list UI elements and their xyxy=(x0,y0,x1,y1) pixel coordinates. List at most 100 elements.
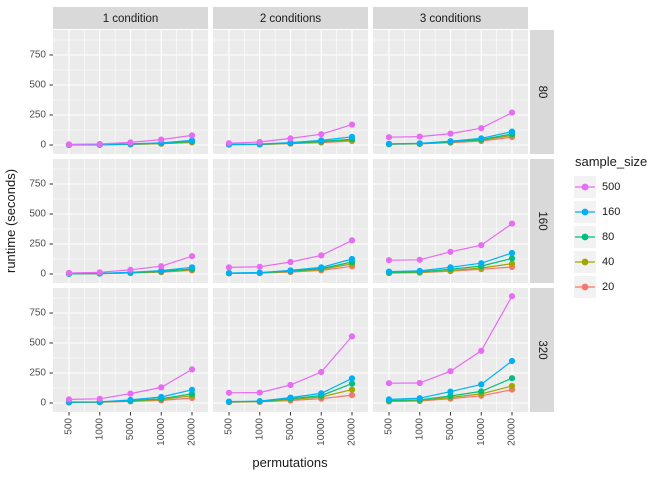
legend-entry-label: 40 xyxy=(602,256,614,268)
data-point xyxy=(447,138,454,145)
legend-entry-500: 500 xyxy=(574,176,620,198)
data-point xyxy=(256,138,263,146)
x-tick-label: 500 xyxy=(384,418,395,435)
data-point xyxy=(348,255,356,263)
data-point xyxy=(416,256,423,263)
data-point xyxy=(287,135,294,142)
legend-entry-160: 160 xyxy=(574,201,620,223)
data-point xyxy=(127,390,134,397)
facet-row-strip xyxy=(530,288,554,412)
data-point xyxy=(287,267,294,274)
data-point xyxy=(188,264,196,271)
series-500 xyxy=(385,220,516,264)
data-point xyxy=(385,134,393,141)
legend: sample_size 500 160 80 40 20 xyxy=(574,154,647,298)
y-tick-label: 0 xyxy=(40,140,46,151)
x-tick-label: 20000 xyxy=(347,418,358,446)
legend-key-point xyxy=(581,208,589,216)
data-point xyxy=(256,269,263,276)
legend-key-point xyxy=(581,233,589,241)
series-500 xyxy=(65,132,196,148)
facet-column-strip xyxy=(53,7,208,29)
y-tick-label: 500 xyxy=(29,338,46,349)
y-tick-label: 250 xyxy=(29,110,46,121)
data-point xyxy=(318,390,325,397)
panel-grid xyxy=(53,30,528,412)
data-point xyxy=(447,130,454,137)
data-point xyxy=(447,368,454,375)
data-point xyxy=(478,260,485,267)
y-tick-label: 750 xyxy=(29,50,46,61)
data-point xyxy=(348,333,356,340)
series-160 xyxy=(385,357,516,403)
data-point xyxy=(508,220,516,227)
y-axis-title: runtime (seconds) xyxy=(3,169,18,273)
data-point xyxy=(478,135,485,142)
data-point xyxy=(188,132,196,139)
data-point xyxy=(478,242,485,249)
data-point xyxy=(508,357,516,365)
data-point xyxy=(127,396,134,403)
series-500 xyxy=(225,333,356,396)
data-point xyxy=(385,140,393,147)
y-tick-label: 500 xyxy=(29,209,46,220)
legend-key-point xyxy=(581,283,589,291)
data-point xyxy=(318,137,325,144)
series-160 xyxy=(225,375,356,405)
x-tick-label: 20000 xyxy=(187,418,198,446)
data-point xyxy=(158,136,165,143)
facet-column-strip-label: 3 conditions xyxy=(420,13,482,25)
facet-panel-320-2 xyxy=(213,288,368,412)
x-tick-label: 1000 xyxy=(254,418,265,441)
facet-row-strip-label: 80 xyxy=(536,86,548,99)
data-point xyxy=(385,380,393,387)
data-point xyxy=(508,293,516,300)
series-160 xyxy=(385,128,516,147)
y-tick-label: 500 xyxy=(29,80,46,91)
data-point xyxy=(348,133,356,140)
facet-panel-320-1 xyxy=(53,288,208,412)
facet-panel-160-3 xyxy=(373,159,528,283)
series-500 xyxy=(385,293,516,387)
data-point xyxy=(478,388,485,395)
data-point xyxy=(508,375,516,382)
data-point xyxy=(508,109,516,116)
x-tick-label: 20000 xyxy=(507,418,518,446)
data-point xyxy=(96,395,103,402)
x-tick-label: 5000 xyxy=(125,418,136,441)
data-point xyxy=(416,133,423,140)
data-point xyxy=(127,139,134,146)
data-point xyxy=(225,389,233,396)
data-point xyxy=(96,140,103,148)
x-tick-label: 500 xyxy=(64,418,75,435)
data-point xyxy=(478,347,485,354)
data-point xyxy=(287,258,294,266)
data-point xyxy=(318,252,325,259)
data-point xyxy=(158,267,165,274)
data-point xyxy=(256,263,263,270)
data-point xyxy=(508,382,516,390)
series-160 xyxy=(225,255,356,277)
data-point xyxy=(188,366,196,373)
data-point xyxy=(416,395,423,402)
legend-title: sample_size xyxy=(575,154,647,169)
facet-panel-320-3 xyxy=(373,288,528,412)
data-point xyxy=(287,394,294,401)
data-point xyxy=(348,237,356,244)
facet-panel-80-1 xyxy=(53,30,208,154)
x-tick-label: 1000 xyxy=(94,418,105,441)
series-500 xyxy=(385,109,516,141)
data-point xyxy=(348,121,356,128)
data-point xyxy=(225,269,233,277)
y-tick-label: 0 xyxy=(40,269,46,280)
data-point xyxy=(225,398,233,405)
data-point xyxy=(385,257,393,264)
legend-entry-label: 500 xyxy=(602,181,620,193)
legend-entry-80: 80 xyxy=(574,226,614,248)
series-160 xyxy=(385,249,516,275)
data-point xyxy=(478,125,485,132)
data-point xyxy=(447,392,454,400)
x-tick-label: 10000 xyxy=(316,418,327,446)
data-point xyxy=(65,141,73,148)
